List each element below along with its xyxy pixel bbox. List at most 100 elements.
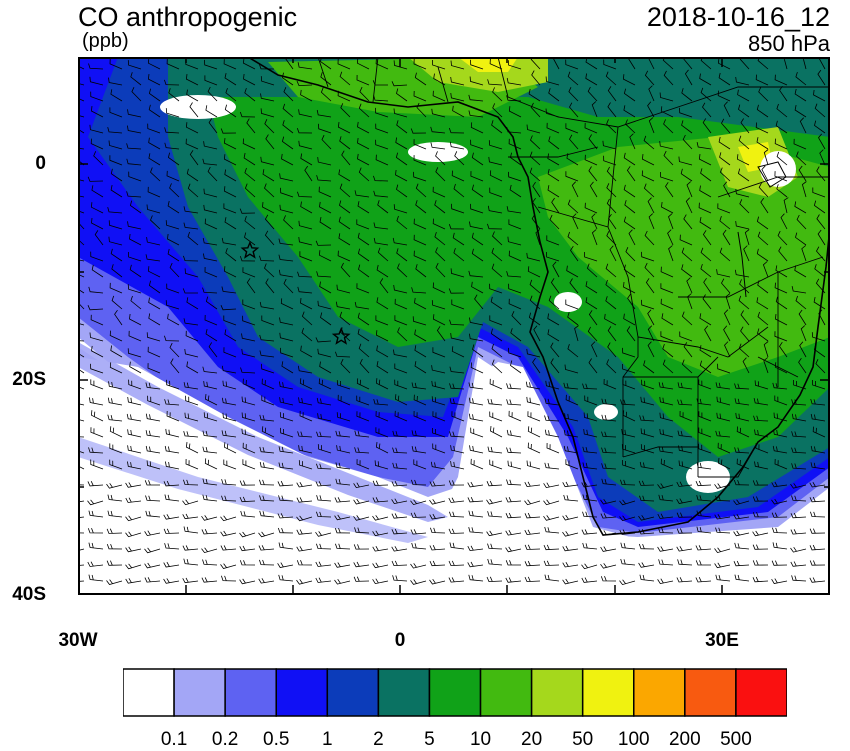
wind-barb <box>524 576 541 583</box>
wind-barb <box>222 412 237 422</box>
wind-barb <box>260 76 275 86</box>
wind-barb <box>391 481 408 487</box>
wind-barb <box>524 560 541 567</box>
wind-barb <box>107 126 123 134</box>
wind-barb <box>582 542 598 550</box>
wind-barb <box>622 459 636 470</box>
wind-barb <box>356 74 370 86</box>
wind-barb <box>78 288 85 294</box>
wind-barb <box>812 379 826 390</box>
wind-barb <box>550 358 560 374</box>
wind-barb <box>224 73 237 86</box>
wind-barb <box>430 142 446 150</box>
wind-barb <box>397 327 408 342</box>
wind-barb <box>487 558 503 566</box>
wind-barb <box>505 577 522 583</box>
wind-barb <box>357 248 370 262</box>
wind-barb <box>413 234 427 246</box>
wind-barb <box>714 547 731 554</box>
wind-barb <box>298 220 313 230</box>
wind-barb <box>491 343 503 358</box>
colorbar-tick-label: 500 <box>720 729 752 750</box>
wind-barb <box>110 345 123 358</box>
wind-barb <box>244 167 256 182</box>
wind-barb <box>602 140 617 150</box>
wind-barb <box>203 253 218 262</box>
wind-barb <box>434 200 446 214</box>
wind-barb <box>490 426 503 438</box>
wind-barb <box>529 167 541 182</box>
wind-barb <box>373 95 389 102</box>
wind-barb <box>813 89 826 102</box>
wind-barb <box>699 73 712 86</box>
wind-barb <box>799 341 807 358</box>
wind-barb <box>376 345 389 358</box>
wind-barb <box>434 231 446 246</box>
wind-barb <box>801 245 807 262</box>
wind-barb <box>148 137 161 150</box>
wind-barb <box>668 245 674 262</box>
wind-barb <box>280 427 294 438</box>
wind-barb <box>565 123 579 134</box>
wind-barb <box>277 480 294 487</box>
wind-barb <box>790 483 807 489</box>
wind-barb <box>552 261 560 278</box>
wind-barb <box>358 167 370 182</box>
wind-barb <box>776 103 788 118</box>
wind-barb <box>411 446 427 454</box>
wind-barb <box>220 515 237 522</box>
wind-barb <box>337 250 351 262</box>
wind-barb <box>734 574 750 582</box>
co-streak-sw <box>78 342 448 522</box>
wind-barb <box>511 311 522 326</box>
wind-barb <box>354 190 370 198</box>
wind-barb <box>126 191 142 198</box>
wind-barb <box>487 398 503 406</box>
wind-barb <box>411 382 427 390</box>
wind-barb <box>396 88 408 102</box>
wind-barb <box>771 481 788 488</box>
wind-barb <box>207 86 218 102</box>
wind-barb <box>205 329 218 342</box>
wind-barb <box>278 542 294 550</box>
wind-barb <box>486 576 503 583</box>
wind-barb <box>565 299 579 310</box>
wind-barb <box>470 171 484 182</box>
wind-barb <box>183 206 199 214</box>
wind-barb <box>262 202 275 214</box>
wind-barb <box>506 479 522 486</box>
wind-barb <box>659 141 674 150</box>
wind-barb <box>589 181 598 198</box>
wind-barb <box>131 87 142 102</box>
wind-barb <box>489 187 503 198</box>
wind-barb <box>641 170 655 182</box>
wind-barb <box>660 171 674 182</box>
wind-barb <box>489 315 503 326</box>
wind-barb <box>109 58 123 70</box>
wind-barb <box>259 559 275 566</box>
wind-barb <box>470 122 484 134</box>
wind-barb <box>779 341 788 358</box>
wind-barb <box>242 378 256 390</box>
wind-barb <box>679 331 693 342</box>
wind-barb <box>528 312 541 326</box>
wind-barb <box>435 167 446 182</box>
wind-barb <box>431 396 446 406</box>
wind-barb <box>223 186 237 198</box>
wind-barb <box>524 512 541 519</box>
wind-barb <box>241 412 256 422</box>
wind-barb <box>377 200 389 214</box>
wind-barb <box>431 365 446 374</box>
wind-barb <box>88 510 104 518</box>
co-region-yellow <box>458 57 518 72</box>
wind-barb <box>125 531 142 538</box>
wind-barb <box>809 560 826 566</box>
wind-barb <box>186 361 199 374</box>
wind-barb <box>620 558 636 566</box>
wind-barb <box>429 499 446 505</box>
wind-barb <box>695 577 712 583</box>
wind-barb <box>202 494 218 502</box>
wind-barb <box>695 545 712 551</box>
clean-air-patch <box>760 151 796 187</box>
wind-barb <box>356 459 370 470</box>
